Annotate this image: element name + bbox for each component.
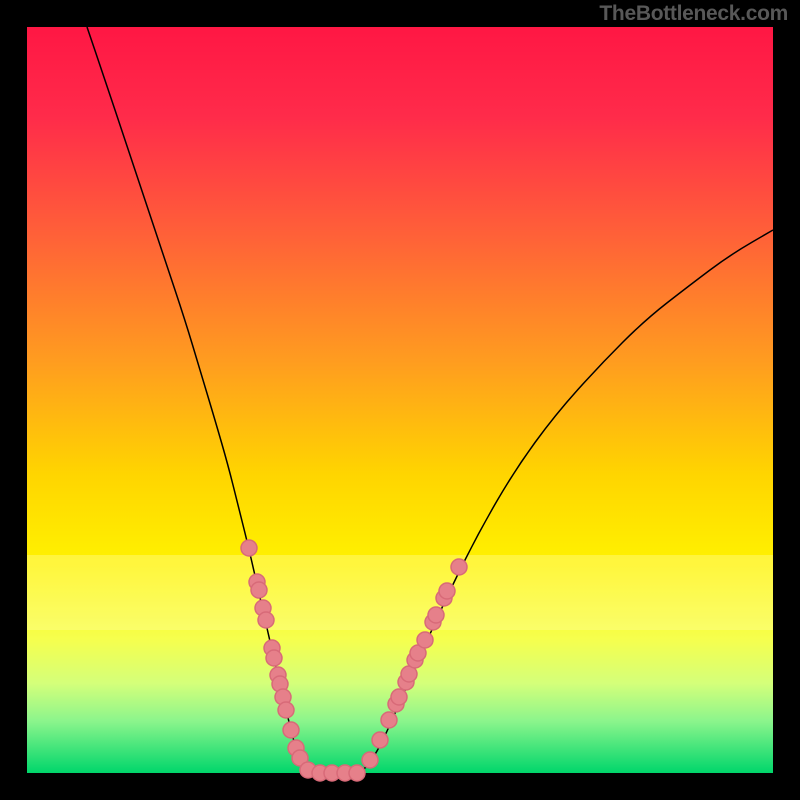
data-dot bbox=[362, 752, 378, 768]
data-dot bbox=[258, 612, 274, 628]
data-dot bbox=[278, 702, 294, 718]
data-dot bbox=[372, 732, 388, 748]
watermark-text: TheBottleneck.com bbox=[599, 2, 788, 26]
pale-band bbox=[27, 555, 773, 630]
data-dot bbox=[417, 632, 433, 648]
data-dot bbox=[241, 540, 257, 556]
data-dot bbox=[428, 607, 444, 623]
data-dot bbox=[439, 583, 455, 599]
data-dot bbox=[391, 689, 407, 705]
data-dot bbox=[266, 650, 282, 666]
data-dot bbox=[381, 712, 397, 728]
bottleneck-chart bbox=[0, 0, 800, 800]
data-dot bbox=[251, 582, 267, 598]
data-dot bbox=[349, 765, 365, 781]
data-dot bbox=[283, 722, 299, 738]
data-dot bbox=[451, 559, 467, 575]
plot-background bbox=[27, 27, 773, 773]
chart-container: TheBottleneck.com bbox=[0, 0, 800, 800]
